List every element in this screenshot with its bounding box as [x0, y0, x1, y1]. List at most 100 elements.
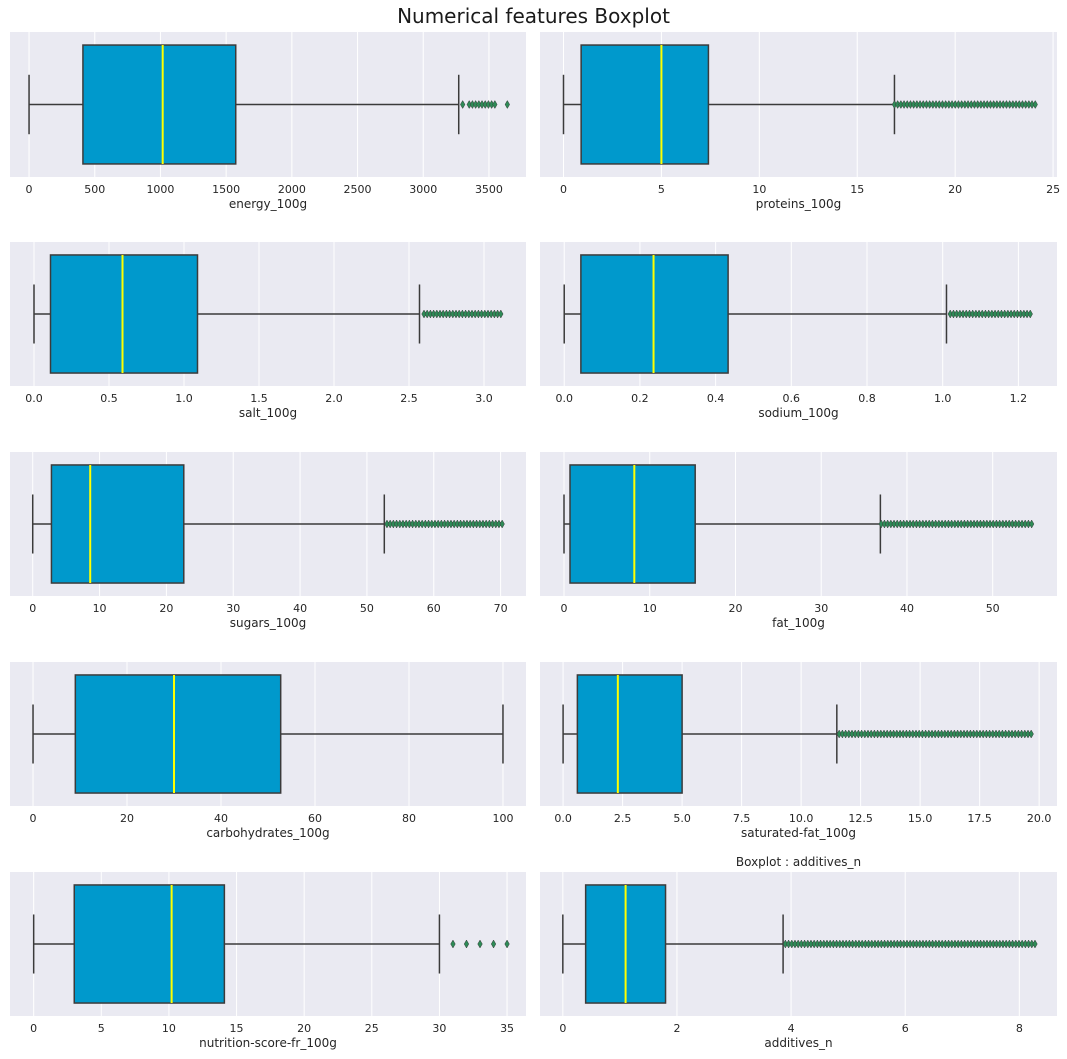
- tick-label: 30: [226, 602, 240, 615]
- outlier-markers: [421, 309, 504, 319]
- tick-label: 0: [561, 602, 568, 615]
- tick-label: 2.5: [400, 392, 418, 405]
- tick-label: 10.0: [789, 812, 814, 825]
- tick-label: 0: [30, 812, 37, 825]
- boxplot-salt-100g: 0.0 0.5 1.0 1.5 2.0 2.5 3.0 salt_100g: [10, 242, 526, 420]
- tick-label: 20: [728, 602, 742, 615]
- x-axis-label: sodium_100g: [758, 406, 838, 420]
- tick-label: 40: [293, 602, 307, 615]
- iqr-box: [580, 44, 710, 165]
- tick-label: 1.2: [1010, 392, 1028, 405]
- subplot-title: Boxplot : additives_n: [736, 855, 861, 869]
- tick-label: 1.5: [250, 392, 268, 405]
- tick-label: 0.0: [555, 392, 573, 405]
- tick-label: 40: [214, 812, 228, 825]
- tick-label: 0.5: [100, 392, 118, 405]
- outlier-markers: [782, 939, 1038, 949]
- outlier-point: [492, 99, 498, 110]
- tick-label: 5.0: [673, 812, 691, 825]
- tick-label: 1.0: [934, 392, 952, 405]
- outlier-point: [1027, 309, 1033, 319]
- outlier-markers: [878, 519, 1035, 529]
- boxplot-sodium-100g: 0.0 0.2 0.4 0.6 0.8 1.0 1.2 sodium_100g: [540, 242, 1057, 420]
- outlier-point: [463, 939, 470, 949]
- tick-label: 3.0: [475, 392, 493, 405]
- x-axis-label: salt_100g: [239, 406, 297, 420]
- boxplot-fat-100g: 0 10 20 30 40 50 fat_100g: [540, 452, 1057, 630]
- tick-label: 25: [1046, 183, 1060, 196]
- boxplot-additives-n: 0 2 4 6 8 additives_n Boxplot : additives_n: [540, 855, 1057, 1050]
- tick-label: 15: [850, 183, 864, 196]
- tick-label: 60: [308, 812, 322, 825]
- tick-label: 2.5: [614, 812, 632, 825]
- iqr-box: [49, 254, 199, 374]
- outlier-markers: [384, 519, 505, 529]
- tick-label: 0.4: [707, 392, 725, 405]
- tick-label: 5: [98, 1022, 105, 1035]
- tick-label: 35: [500, 1022, 514, 1035]
- tick-label: 100: [492, 812, 513, 825]
- tick-label: 3500: [475, 183, 503, 196]
- tick-label: 2000: [278, 183, 306, 196]
- tick-label: 50: [986, 602, 1000, 615]
- outlier-point: [460, 99, 466, 110]
- tick-label: 2: [673, 1022, 680, 1035]
- boxplot-proteins-100g: 0 5 10 15 20 25 proteins_100g: [540, 32, 1060, 211]
- tick-label: 2500: [344, 183, 372, 196]
- tick-label: 8: [1016, 1022, 1023, 1035]
- boxplot-saturated-fat-100g: 0.0 2.5 5.0 7.5 10.0 12.5 15.0 17.5 20.0 saturate…: [540, 662, 1057, 840]
- tick-label: 0.8: [858, 392, 876, 405]
- tick-label: 1.0: [175, 392, 193, 405]
- tick-label: 0: [29, 602, 36, 615]
- x-axis-label: proteins_100g: [756, 197, 841, 211]
- outlier-point: [1032, 99, 1038, 110]
- tick-label: 30: [432, 1022, 446, 1035]
- tick-label: 7.5: [733, 812, 751, 825]
- tick-label: 30: [814, 602, 828, 615]
- tick-label: 0: [560, 183, 567, 196]
- tick-label: 20: [120, 812, 134, 825]
- tick-label: 17.5: [967, 812, 992, 825]
- tick-label: 40: [900, 602, 914, 615]
- tick-label: 50: [360, 602, 374, 615]
- x-axis-label: nutrition-score-fr_100g: [199, 1036, 337, 1050]
- tick-label: 60: [427, 602, 441, 615]
- tick-label: 15.0: [908, 812, 933, 825]
- tick-label: 15: [230, 1022, 244, 1035]
- tick-label: 20: [297, 1022, 311, 1035]
- x-axis-label: carbohydrates_100g: [206, 826, 329, 840]
- tick-label: 0: [30, 1022, 37, 1035]
- boxplot-energy-100g: 0 500 1000 1500 2000 2500 3000 3500 energy_100g: [10, 32, 526, 211]
- outlier-point: [1029, 519, 1035, 529]
- iqr-box: [73, 884, 226, 1004]
- boxplot-carbohydrates-100g: 0 20 40 60 80 100 carbohydrates_100g: [10, 662, 526, 840]
- tick-label: 0: [26, 183, 33, 196]
- x-axis-label: additives_n: [764, 1036, 832, 1050]
- iqr-box: [74, 674, 282, 794]
- tick-label: 70: [494, 602, 508, 615]
- figure-title: Numerical features Boxplot: [397, 4, 670, 28]
- outlier-point: [499, 519, 505, 529]
- tick-label: 0.2: [631, 392, 649, 405]
- tick-label: 3000: [409, 183, 437, 196]
- tick-label: 1500: [212, 183, 240, 196]
- tick-label: 0.0: [25, 392, 43, 405]
- tick-label: 0: [559, 1022, 566, 1035]
- tick-label: 10: [643, 602, 657, 615]
- tick-label: 10: [752, 183, 766, 196]
- outlier-markers: [450, 939, 510, 949]
- x-axis-label: fat_100g: [772, 616, 825, 630]
- tick-label: 4: [788, 1022, 795, 1035]
- outlier-markers: [891, 99, 1038, 110]
- x-axis-label: saturated-fat_100g: [741, 826, 856, 840]
- outlier-point: [498, 309, 504, 319]
- outlier-point: [477, 939, 483, 949]
- tick-label: 5: [658, 183, 665, 196]
- boxplot-nutrition-score-fr-100g: 0 5 10 15 20 25 30 35 nutrition-score-fr_100g: [10, 872, 526, 1050]
- tick-label: 1000: [146, 183, 174, 196]
- outlier-point: [490, 939, 497, 949]
- outlier-markers: [836, 729, 1034, 739]
- tick-label: 25: [365, 1022, 379, 1035]
- iqr-box: [576, 674, 683, 794]
